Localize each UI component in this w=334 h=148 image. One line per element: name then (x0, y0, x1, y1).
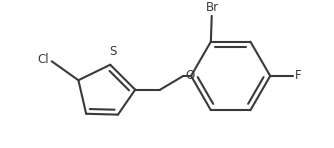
Text: Br: Br (205, 1, 219, 14)
Text: S: S (110, 45, 117, 58)
Text: F: F (295, 69, 301, 82)
Text: Cl: Cl (37, 53, 49, 66)
Text: O: O (185, 69, 194, 82)
